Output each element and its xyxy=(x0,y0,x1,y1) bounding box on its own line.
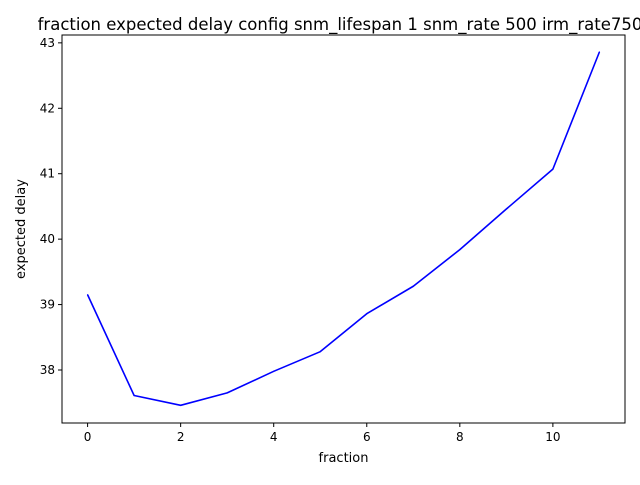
series-line xyxy=(86,51,601,407)
data-point xyxy=(273,370,275,372)
x-tick-label: 4 xyxy=(270,430,278,444)
y-tick-label: 43 xyxy=(40,36,55,50)
data-point xyxy=(552,168,554,170)
x-tick-label: 8 xyxy=(456,430,464,444)
data-point xyxy=(505,208,507,210)
data-point xyxy=(459,249,461,251)
data-point xyxy=(598,51,601,53)
data-point xyxy=(412,285,414,287)
axes-frame xyxy=(61,34,626,424)
data-point xyxy=(86,294,89,296)
y-tick-label: 41 xyxy=(40,167,55,181)
data-point xyxy=(366,313,368,315)
plot-area: 0 2 4 6 8 10 38 39 40 41 42 43 xyxy=(40,34,626,444)
series-layer xyxy=(86,51,601,407)
y-tick-label: 38 xyxy=(40,363,55,377)
x-tick-label: 6 xyxy=(363,430,371,444)
x-axis-label: fraction xyxy=(319,451,369,466)
y-axis-label: expected delay xyxy=(14,179,29,279)
y-axis: 38 39 40 41 42 43 xyxy=(40,36,62,377)
x-axis: 0 2 4 6 8 10 xyxy=(84,423,561,444)
y-tick-label: 40 xyxy=(40,232,55,246)
data-point xyxy=(180,404,182,406)
data-point xyxy=(319,351,321,353)
y-tick-label: 42 xyxy=(40,101,55,115)
x-tick-label: 10 xyxy=(545,430,560,444)
x-tick-label: 0 xyxy=(84,430,92,444)
chart-title: fraction expected delay config snm_lifes… xyxy=(38,15,640,35)
data-point xyxy=(133,394,135,397)
x-tick-label: 2 xyxy=(177,430,185,444)
y-tick-label: 39 xyxy=(40,298,55,312)
data-point xyxy=(226,392,228,394)
